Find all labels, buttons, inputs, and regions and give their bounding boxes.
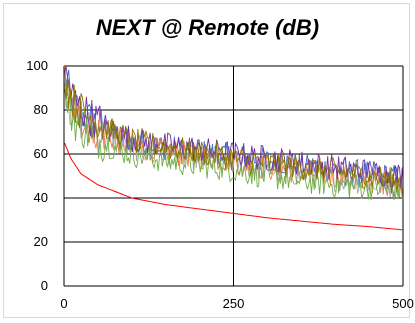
limit-line (64, 142, 403, 231)
chart-title: NEXT @ Remote (dB) (95, 15, 320, 40)
series-line-4 (64, 81, 403, 201)
grid-lines (63, 65, 404, 287)
y-tick-label-40: 40 (34, 190, 48, 205)
y-tick-label-0: 0 (41, 278, 48, 293)
x-tick-label-250: 250 (223, 296, 245, 311)
tick-labels: 0 20 40 60 80 100 0 250 500 (26, 58, 414, 311)
limit-line-curve (64, 142, 403, 231)
x-tick-label-500: 500 (392, 296, 414, 311)
x-tick-label-0: 0 (60, 296, 67, 311)
y-tick-label-100: 100 (26, 58, 48, 73)
y-tick-label-60: 60 (34, 146, 48, 161)
y-tick-label-80: 80 (34, 102, 48, 117)
series-lines (64, 65, 403, 201)
y-tick-label-20: 20 (34, 234, 48, 249)
series-line-6 (64, 78, 403, 194)
